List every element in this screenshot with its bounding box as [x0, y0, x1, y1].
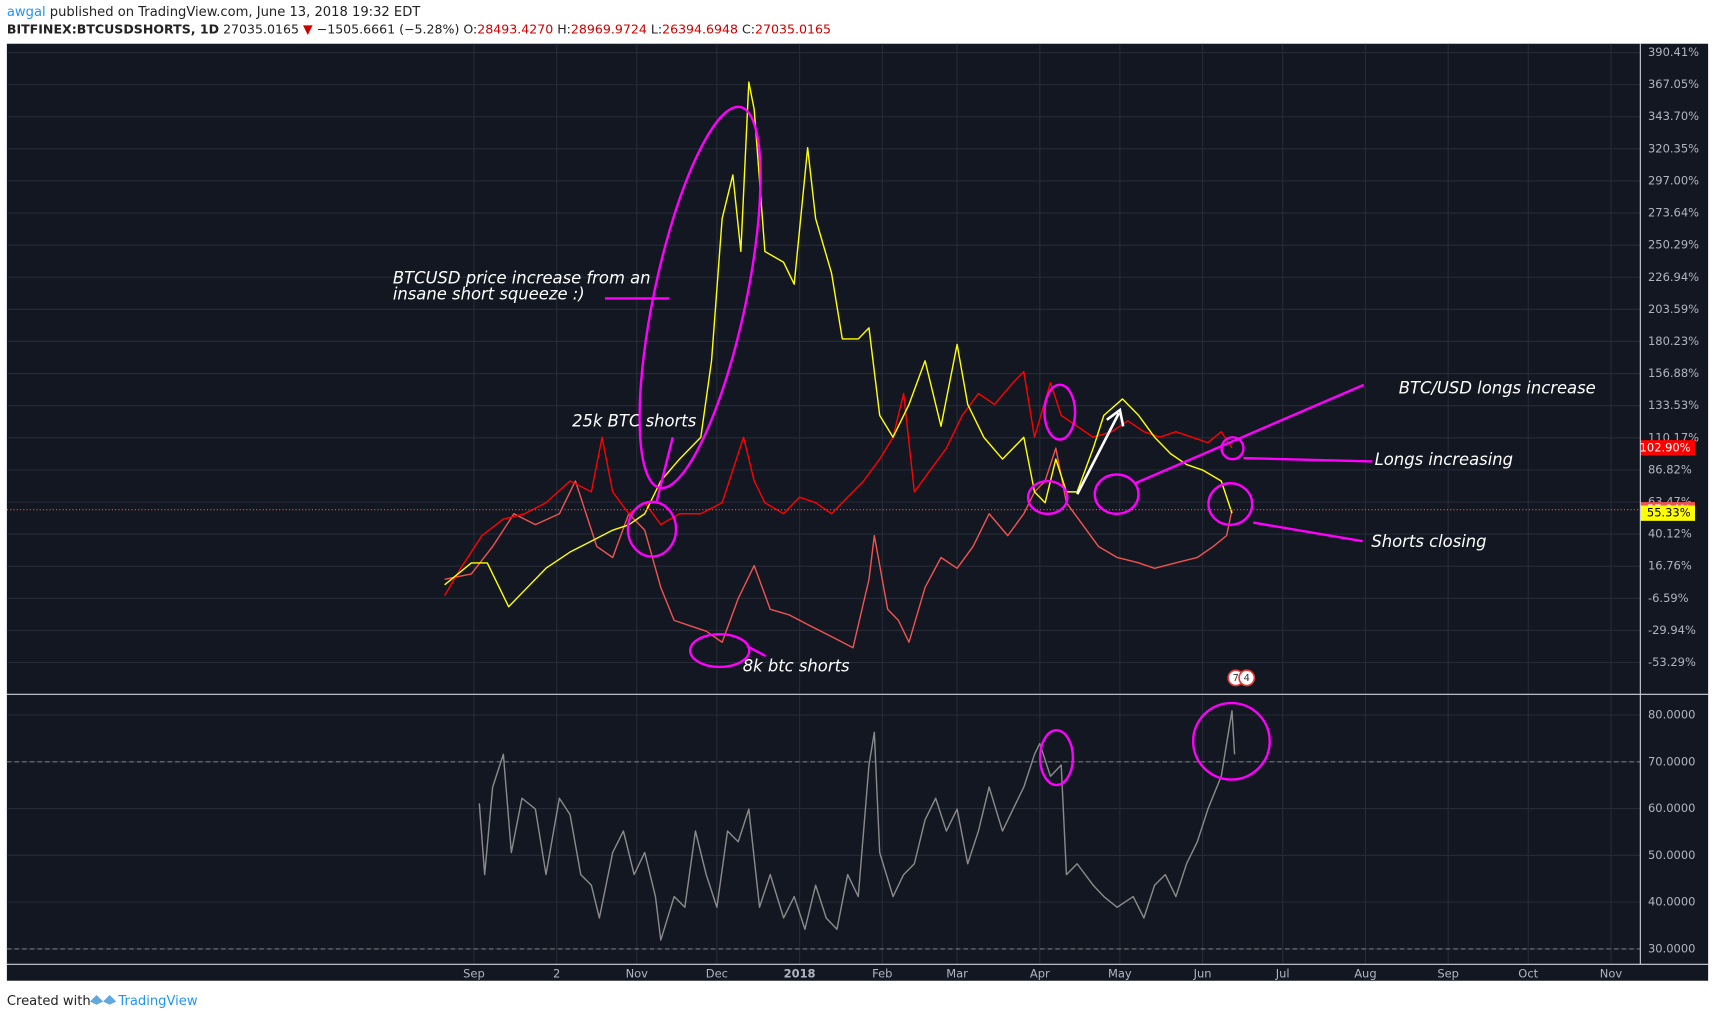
x-tick-label: 2 [553, 967, 560, 981]
y-tick-label: 86.82% [1648, 462, 1692, 476]
series-line [478, 710, 1236, 941]
drawing-line [746, 645, 767, 658]
x-tick-label: Aug [1354, 967, 1376, 981]
last: 27035.0165 [223, 21, 299, 36]
y-tick-label: 133.53% [1648, 398, 1699, 412]
y-tick-label: -6.59% [1648, 591, 1689, 605]
y-tick-label: 297.00% [1648, 173, 1699, 187]
y-tick-label: 16.76% [1648, 559, 1692, 573]
y-tick-label: 60.0000 [1648, 801, 1695, 815]
x-tick-label: Apr [1030, 967, 1050, 981]
event-count: 4 [1244, 673, 1250, 684]
event-flag [1238, 669, 1256, 687]
price-label-bg [1640, 505, 1696, 521]
change: −1505.6661 (−5.28%) [317, 21, 460, 36]
drawing-ellipse [1026, 479, 1069, 516]
x-tick-label: Sep [463, 967, 485, 981]
drawing-line [1134, 383, 1365, 485]
x-tick-label: Mar [946, 967, 968, 981]
x-tick-label: Dec [706, 967, 728, 981]
brand-logo [89, 994, 117, 1005]
annotation: 25k BTC shorts [572, 412, 697, 431]
event-count: 7 [1233, 673, 1239, 684]
annotation: Longs increasing [1375, 450, 1513, 469]
x-tick-label: May [1108, 967, 1132, 981]
low: 26394.6948 [662, 21, 738, 36]
y-tick-label: 50.0000 [1648, 848, 1695, 862]
x-tick-label: Feb [872, 967, 892, 981]
drawing-ellipse [1093, 473, 1140, 516]
annotation: Shorts closing [1371, 532, 1486, 551]
open: 28493.4270 [477, 21, 553, 36]
close-label: C: [742, 21, 755, 36]
drawings [604, 105, 1373, 787]
published: published on TradingView.com, June 13, 2… [50, 5, 422, 20]
footer-brand[interactable]: TradingView [117, 994, 197, 1009]
y-tick-label: 390.41% [1648, 45, 1699, 59]
open-label: O: [463, 21, 477, 36]
x-tick-label: Sep [1437, 967, 1459, 981]
x-tick-label: Jun [1193, 967, 1212, 981]
drawing-arrow [1076, 407, 1125, 495]
annotation: BTC/USD longs increase [1399, 379, 1596, 398]
y-tick-label: 273.64% [1648, 206, 1699, 220]
y-tick-label: -29.94% [1648, 623, 1696, 637]
price-label-bg [1640, 440, 1696, 456]
drawing-ellipse [1220, 436, 1245, 461]
publish-line: awgal published on TradingView.com, June… [7, 5, 421, 20]
series-line [444, 447, 1233, 649]
y-tick-label: 156.88% [1648, 366, 1699, 380]
close: 27035.0165 [755, 21, 831, 36]
low-label: L: [651, 21, 662, 36]
y-tick-label: 40.0000 [1648, 895, 1695, 909]
high: 28969.9724 [571, 21, 647, 36]
chart-layer: 390.41% 367.05% 343.70% 320.35% 297.00% 273.6… [6, 43, 1709, 981]
symbol: BITFINEX:BTCUSDSHORTS, 1D [7, 21, 219, 36]
author[interactable]: awgal [7, 5, 46, 20]
drawing-line [1253, 521, 1363, 543]
y-tick-label: 367.05% [1648, 77, 1699, 91]
annotation: insane short squeeze :) [393, 285, 585, 304]
y-tick-label: 40.12% [1648, 527, 1692, 541]
footer-created: Created with [7, 994, 91, 1009]
chart-bg [6, 43, 1709, 981]
drawing-ellipse [1207, 482, 1254, 527]
y-tick-label: 343.70% [1648, 109, 1699, 123]
high-label: H: [557, 21, 571, 36]
drawing-line [655, 437, 674, 504]
symbol-line: BITFINEX:BTCUSDSHORTS, 1D 27035.0165 ▼ −… [7, 21, 831, 36]
drawing-ellipse [689, 632, 751, 669]
y-tick-label: 80.0000 [1648, 708, 1695, 722]
x-tick-label: Nov [626, 967, 649, 981]
drawing-line [1243, 456, 1373, 463]
y-tick-label: 203.59% [1648, 302, 1699, 316]
price-label: 55.33% [1647, 506, 1691, 520]
x-tick-label: Nov [1600, 967, 1623, 981]
y-tick-label: 30.0000 [1648, 941, 1695, 955]
y-tick-label: 180.23% [1648, 334, 1699, 348]
x-tick-label: Jul [1275, 967, 1290, 981]
drawing-ellipse [1191, 701, 1271, 781]
y-tick-label: 320.35% [1648, 141, 1699, 155]
drawing-ellipse [1043, 383, 1077, 441]
x-tick-label: Oct [1518, 967, 1538, 981]
x-tick-label: 2018 [784, 967, 816, 981]
y-tick-label: 250.29% [1648, 238, 1699, 252]
y-tick-label: -53.29% [1648, 655, 1696, 669]
drawing-ellipse [1038, 729, 1075, 787]
price-label: 102.90% [1640, 440, 1691, 454]
drawing-ellipse [626, 500, 678, 558]
annotation: 8k btc shorts [743, 656, 850, 675]
y-tick-label: 226.94% [1648, 270, 1699, 284]
arrow: ▼ [303, 21, 313, 36]
series-line [444, 81, 1233, 608]
y-tick-label: 70.0000 [1648, 754, 1695, 768]
annotation: BTCUSD price increase from an [393, 268, 651, 287]
